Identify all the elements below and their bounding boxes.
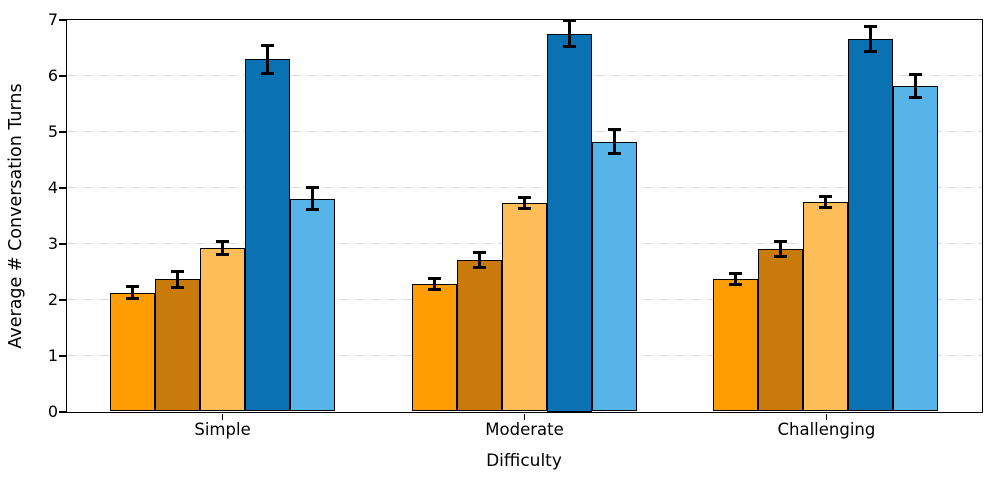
gridline [66,74,982,77]
error-bar-cap [215,240,229,244]
bar-dark-blue-moderate [546,33,592,412]
y-tick-mark [59,411,66,413]
y-tick-mark [59,243,66,245]
x-tick-mark [825,413,828,420]
bar-light-blue-challenging [893,86,939,412]
error-bar-cap [864,50,878,54]
error-bar-cap [427,276,441,280]
error-bar-cap [819,206,833,210]
y-tick-mark [59,131,66,133]
y-tick-mark [59,19,66,21]
error-bar-cap [607,128,621,132]
error-bar-cap [517,207,531,211]
error-bar-cap [125,297,139,301]
error-bar-cap [774,240,788,244]
bar-light-orange-challenging [803,202,849,412]
error-bar [310,187,314,210]
error-bar [567,20,571,47]
y-tick-mark [59,75,66,77]
error-bar-cap [305,208,319,212]
error-bar [477,252,481,267]
error-bar-cap [427,287,441,291]
error-bar [220,241,224,255]
y-tick-label: 0 [47,402,58,421]
error-bar-cap [170,270,184,273]
error-bar-cap [864,24,878,28]
error-bar-cap [305,186,319,189]
error-bar-cap [774,254,788,258]
error-bar [130,286,134,299]
bar-light-orange-moderate [501,203,547,412]
gridline [66,186,982,189]
bar-light-blue-simple [289,198,335,412]
y-tick-label: 4 [47,178,58,197]
error-bar [522,197,526,209]
y-tick-label: 7 [47,10,58,29]
bar-dark-orange-simple [154,279,200,412]
bar-orange-simple [109,292,155,412]
error-bar-cap [517,196,531,200]
bar-dark-orange-challenging [758,249,804,412]
bar-dark-blue-challenging [848,39,894,412]
error-bar-cap [607,151,621,155]
error-bar-cap [170,285,184,289]
error-bar [779,241,783,257]
error-bar-cap [562,18,576,22]
error-bar-cap [909,73,923,77]
error-bar-cap [260,43,274,47]
gridline [66,130,982,133]
x-tick-label-moderate: Moderate [485,420,564,439]
plot-area [65,18,983,413]
bar-dark-blue-simple [244,59,290,412]
x-axis-title: Difficulty [486,451,562,471]
y-tick-label: 3 [47,234,58,253]
error-bar [612,129,616,154]
bar-light-blue-moderate [591,141,637,412]
error-bar-cap [909,95,923,99]
error-bar [432,278,436,290]
error-bar-cap [215,252,229,256]
error-bar [869,26,873,52]
error-bar [175,271,179,288]
error-bar-cap [562,45,576,49]
y-axis-title: Average # Conversation Turns [6,83,26,349]
error-bar-cap [472,250,486,254]
error-bar-cap [472,265,486,269]
error-bar-cap [729,272,743,276]
bar-dark-orange-moderate [456,259,502,412]
error-bar-cap [125,285,139,289]
y-tick-mark [59,299,66,301]
error-bar-cap [819,194,833,198]
x-tick-mark [523,413,526,420]
bar-light-orange-simple [199,247,245,412]
bar-orange-moderate [411,283,457,412]
bar-orange-challenging [713,279,759,412]
y-tick-mark [59,187,66,189]
y-tick-label: 2 [47,290,58,309]
y-tick-mark [59,355,66,357]
error-bar [914,74,918,98]
error-bar [265,45,269,74]
x-tick-label-simple: Simple [194,420,251,439]
y-tick-label: 5 [47,122,58,141]
x-tick-mark [221,413,224,420]
y-tick-label: 1 [47,346,58,365]
error-bar [824,196,828,208]
error-bar-cap [260,71,274,75]
x-tick-label-challenging: Challenging [777,420,876,439]
error-bar [734,273,738,285]
error-bar-cap [729,283,743,287]
y-tick-label: 6 [47,66,58,85]
